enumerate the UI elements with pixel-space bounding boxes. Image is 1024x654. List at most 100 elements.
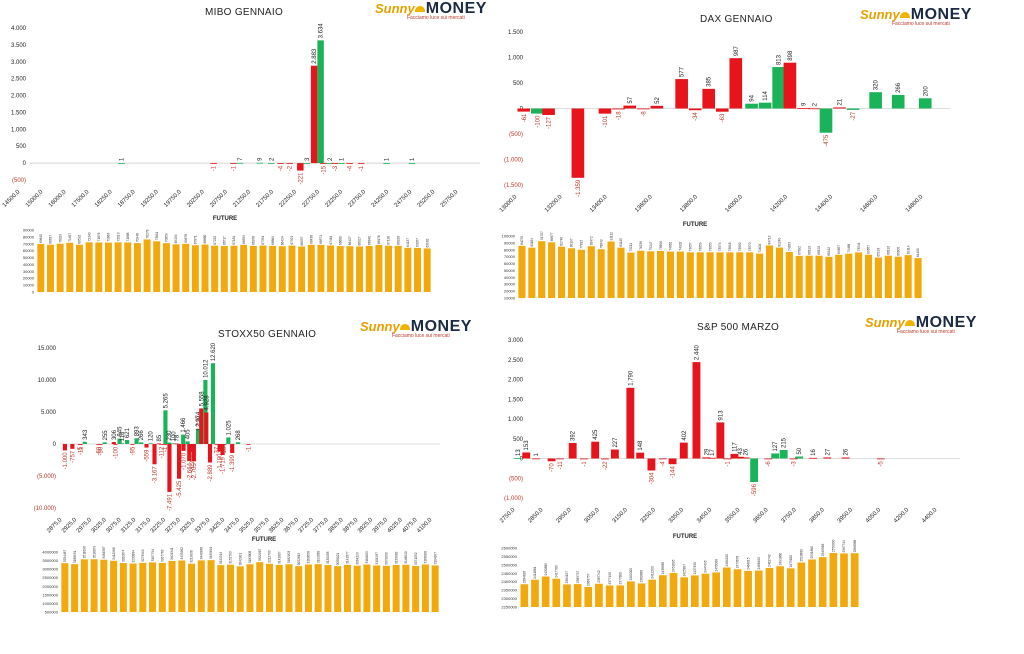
future-data-label: 76239 (639, 241, 643, 250)
future-data-label: 3401341 (170, 547, 174, 560)
future-data-label: 67391 (261, 235, 265, 244)
y-tick-label: 2.000 (508, 378, 524, 384)
data-label: 148 (638, 440, 644, 451)
brand-sunny: Sunny (360, 319, 400, 334)
call-bar (408, 163, 416, 164)
put-bar (626, 387, 635, 459)
future-bar (657, 251, 665, 298)
future-bar (143, 239, 151, 292)
future-bar (845, 253, 853, 298)
future-data-label: 68592 (78, 235, 82, 244)
x-tick-label: 25250,0 (417, 189, 437, 209)
future-bar (637, 250, 645, 298)
data-label: 893 (135, 426, 141, 437)
put-bar (167, 444, 172, 492)
data-label: -1 (231, 165, 237, 171)
put-bar (214, 444, 219, 445)
sp-chart: 3.000 2.500 2.000 1.500 1.000 500 0 (500) (1.000… (499, 338, 960, 610)
call-bar (181, 434, 186, 444)
future-data-label: 76278 (145, 229, 149, 238)
future-data-label: 71467 (68, 233, 72, 242)
y-tick-label: (500) (509, 132, 523, 138)
data-label: 1.466 (181, 417, 187, 433)
y-tick-label: 1.500 (508, 397, 524, 403)
x-tick-label: 3350,0 (668, 507, 686, 525)
data-label: -3.167 (153, 466, 159, 484)
data-label: 50 (797, 447, 803, 454)
data-label: -4 (661, 461, 667, 467)
future-data-label: 2384197 (565, 571, 569, 584)
future-data-label: 64400 (916, 248, 920, 257)
future-y-tick: 2350000 (501, 588, 517, 593)
put-bar (144, 444, 149, 448)
future-bar (356, 246, 364, 292)
future-bar (149, 562, 157, 612)
put-bar (222, 444, 227, 445)
future-data-label: 3516879 (92, 546, 96, 559)
future-data-label: 2568988 (853, 540, 857, 553)
data-label: -100 (535, 115, 541, 128)
future-bar (785, 251, 793, 298)
future-data-label: 65193 (877, 247, 881, 256)
future-data-label: 2417783 (554, 565, 558, 578)
future-data-label: 3511698 (83, 546, 87, 558)
put-bar (736, 456, 745, 459)
sun-icon (399, 323, 410, 330)
put-bar (571, 108, 585, 178)
put-bar (331, 163, 339, 164)
future-bar (201, 244, 209, 292)
put-bar (647, 458, 656, 471)
future-bar (336, 246, 344, 292)
future-bar (733, 569, 742, 607)
brand-logo: Sunny MONEY Facciamo luce sui mercati (860, 6, 972, 27)
data-label: -2.889 (208, 464, 214, 482)
future-bar (573, 584, 582, 607)
future-data-label: 2464015 (746, 557, 750, 570)
put-bar (692, 362, 701, 459)
future-data-label: 68438 (309, 235, 313, 244)
future-y-tick: 4000000 (42, 550, 58, 555)
data-label: 343 (83, 429, 89, 440)
future-data-label: 68192 (817, 246, 821, 255)
put-bar (568, 443, 577, 459)
future-data-label: 3322067 (258, 549, 262, 562)
future-data-label: 67190 (387, 236, 391, 245)
y-tick-label: 1.000 (11, 127, 27, 133)
future-bar (317, 244, 325, 292)
future-data-label: 81145 (619, 238, 623, 247)
put-bar (846, 108, 860, 110)
data-label: -127 (547, 116, 553, 129)
data-label: 127 (773, 441, 779, 452)
call-bar (148, 443, 153, 445)
put-bar (217, 444, 222, 452)
data-label: 898 (788, 50, 794, 61)
future-bar (904, 255, 912, 298)
data-label: -1 (582, 461, 588, 467)
future-data-label: 66717 (223, 236, 227, 245)
future-bar (520, 584, 529, 607)
future-y-tick: 2600000 (501, 546, 517, 551)
future-data-label: 66928 (396, 236, 400, 245)
future-data-label: 71868 (126, 232, 130, 241)
future-bar (71, 564, 79, 612)
data-label: 5.558 (199, 391, 205, 407)
brand-tagline: Facciamo luce sui mercati (897, 329, 955, 335)
data-label: -10 (222, 446, 228, 455)
future-data-label: 73657 (688, 242, 692, 251)
future-data-label: 69657 (837, 245, 841, 254)
y-tick-label: 3.000 (11, 60, 27, 66)
future-data-label: 2437450 (693, 562, 697, 575)
data-label: 118 (120, 431, 126, 441)
data-label: 10.012 (203, 359, 209, 378)
x-tick-label: 4400,0 (921, 507, 939, 525)
x-tick-label: 3250,0 (640, 507, 658, 525)
data-label: -1 (359, 165, 365, 171)
future-y-tick: 40000 (504, 275, 516, 280)
chart-title: S&P 500 MARZO (697, 322, 780, 333)
future-data-label: 3273919 (141, 549, 145, 562)
future-data-label: 68176 (377, 235, 381, 244)
data-label: -1 (725, 461, 731, 467)
future-bar (648, 579, 657, 607)
future-data-label: 3042901 (238, 553, 242, 566)
future-data-label: 2447495 (704, 560, 708, 573)
